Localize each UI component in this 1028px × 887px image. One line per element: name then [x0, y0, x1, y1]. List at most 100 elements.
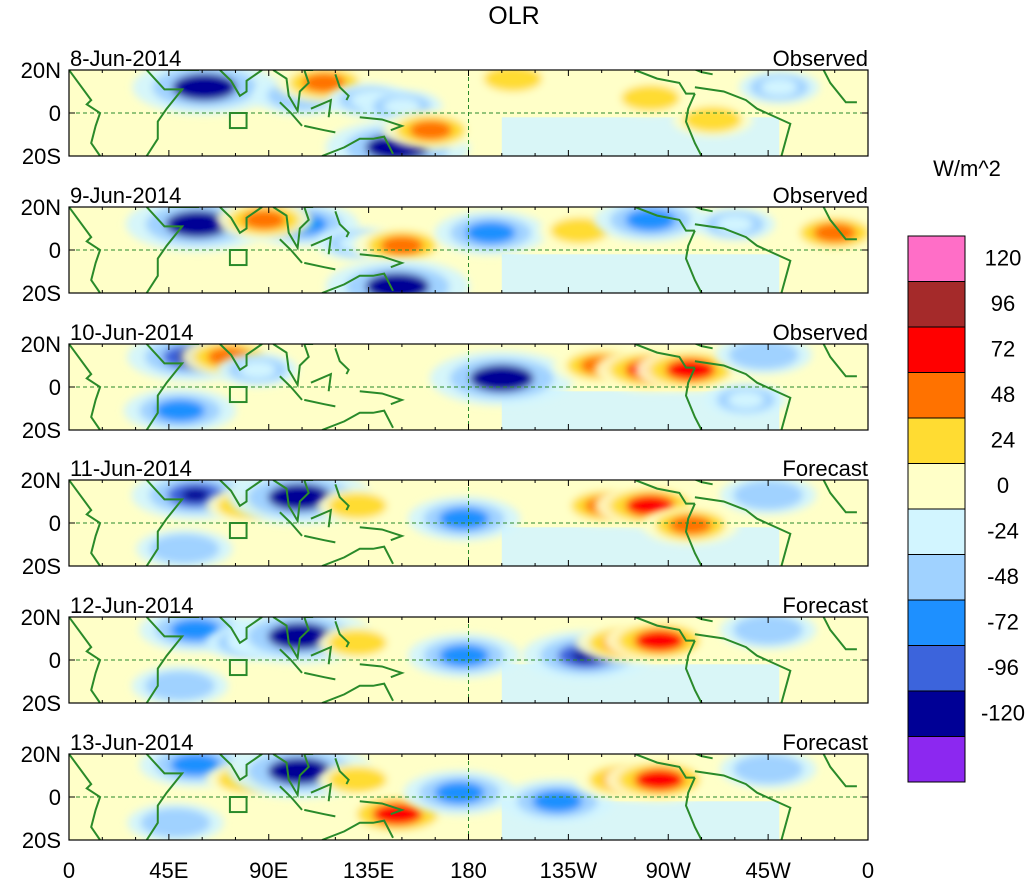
west-africa-coast: [822, 754, 857, 788]
anomaly-cell: [719, 480, 817, 515]
australia-coast: [321, 682, 394, 703]
south-america-east-coast: [694, 360, 792, 430]
lat-tick-label: 0: [49, 511, 61, 536]
anomaly-cell: [317, 625, 398, 660]
borneo-coast: [310, 235, 333, 255]
pacific-negative-band: [501, 254, 780, 293]
sumatra-coast: [279, 101, 303, 127]
new-guinea-coast: [359, 116, 405, 132]
lon-tick-label: 0: [862, 858, 874, 883]
central-america-coast: [634, 344, 695, 369]
panel-kind-label: Forecast: [782, 730, 868, 755]
colorbar-swatch: [907, 281, 966, 328]
africa-east-coast: [145, 754, 185, 840]
colorbar-swatch: [907, 417, 966, 464]
anomaly-core: [434, 781, 485, 804]
india-coast: [219, 70, 263, 98]
anomaly-cell: [325, 259, 470, 293]
java-coast: [304, 671, 336, 681]
lat-tick-label: 20S: [22, 281, 61, 306]
anomaly-core: [372, 803, 423, 826]
anomaly-cell: [227, 480, 372, 525]
panel-kind-label: Observed: [773, 183, 868, 208]
anomaly-cell: [719, 617, 817, 650]
anomaly-core: [380, 235, 424, 256]
se-asia-coast: [272, 344, 314, 388]
anomaly-core: [669, 515, 712, 535]
anomaly-core: [634, 629, 685, 652]
west-africa-coast: [822, 70, 857, 104]
anomaly-cell: [123, 388, 237, 430]
anomaly-core: [465, 221, 516, 244]
anomaly-cell: [603, 618, 716, 663]
anomaly-core: [632, 89, 669, 107]
anomaly-cell: [715, 344, 812, 375]
se-asia-coast: [272, 207, 314, 251]
new-guinea-coast: [359, 663, 405, 679]
anomaly-cell: [403, 770, 516, 815]
lat-tick-label: 0: [49, 101, 61, 126]
lat-tick-label: 20N: [21, 742, 61, 767]
panel-date-label: 8-Jun-2014: [70, 46, 181, 71]
africa-east-coast: [145, 344, 185, 430]
colorbar-label: -120: [981, 701, 1025, 726]
lat-tick-label: 20N: [21, 605, 61, 630]
panel-5: 20N 0 20S 12-Jun-2014 Forecast: [21, 593, 869, 716]
south-america-west-coast: [684, 640, 703, 703]
lon-tick-label: 180: [450, 858, 487, 883]
chart-title: OLR: [488, 2, 540, 30]
australia-coast: [321, 819, 394, 840]
panel-1: 20N 0 20S 8-Jun-2014 Observed: [21, 46, 869, 169]
colorbar-swatch: [907, 463, 966, 510]
borneo-coast: [310, 508, 333, 528]
lon-tick-label: 45E: [149, 858, 188, 883]
anomaly-peak: [188, 79, 221, 95]
anomaly-core: [561, 222, 598, 240]
colorbar-label: 48: [991, 382, 1015, 407]
panel-field: [69, 754, 857, 840]
lat-tick-label: 20S: [22, 418, 61, 443]
colorbar-label: -96: [987, 655, 1019, 680]
lon-tick-label: 90E: [249, 858, 288, 883]
colorbar-swatch: [907, 326, 966, 373]
lat-tick-label: 20N: [21, 58, 61, 83]
java-coast: [304, 808, 336, 818]
west-africa-coast: [822, 207, 857, 241]
anomaly-peak: [181, 488, 210, 502]
panel-date-label: 12-Jun-2014: [70, 593, 194, 618]
philippines-coast: [334, 73, 350, 101]
panel-kind-label: Observed: [773, 320, 868, 345]
se-asia-coast: [272, 617, 314, 661]
se-asia-coast: [272, 754, 314, 798]
anomaly-cell: [131, 666, 229, 703]
lat-tick-label: 20S: [22, 691, 61, 716]
philippines-coast: [334, 757, 350, 785]
central-america-coast: [634, 207, 695, 232]
south-america-west-coast: [684, 230, 703, 293]
anomaly-cell: [317, 762, 398, 797]
india-coast: [219, 344, 263, 372]
lat-tick-label: 0: [49, 648, 61, 673]
anomaly-core: [742, 344, 786, 365]
anomaly-core: [439, 507, 490, 530]
south-america-east-coast: [694, 770, 792, 840]
lon-tick-label: 135W: [540, 858, 598, 883]
panel-6: 20N 0 20S 13-Jun-2014 Forecast: [21, 730, 869, 853]
java-coast: [304, 398, 336, 408]
west-africa-coast: [822, 344, 857, 378]
borneo-coast: [310, 645, 333, 665]
india-coast: [219, 480, 263, 508]
anomaly-core: [409, 120, 453, 140]
anomaly-cell: [642, 505, 739, 545]
colorbar-label: 72: [991, 337, 1015, 362]
panel-date-label: 9-Jun-2014: [70, 183, 181, 208]
colorbar-swatch: [907, 554, 966, 601]
anomaly-core: [154, 813, 197, 833]
colorbar-swatch: [907, 690, 966, 737]
lat-tick-label: 0: [49, 238, 61, 263]
central-america-coast: [634, 617, 695, 642]
lat-tick-label: 20S: [22, 828, 61, 853]
anomaly-peak: [181, 216, 214, 232]
anomaly-cell: [127, 803, 224, 840]
